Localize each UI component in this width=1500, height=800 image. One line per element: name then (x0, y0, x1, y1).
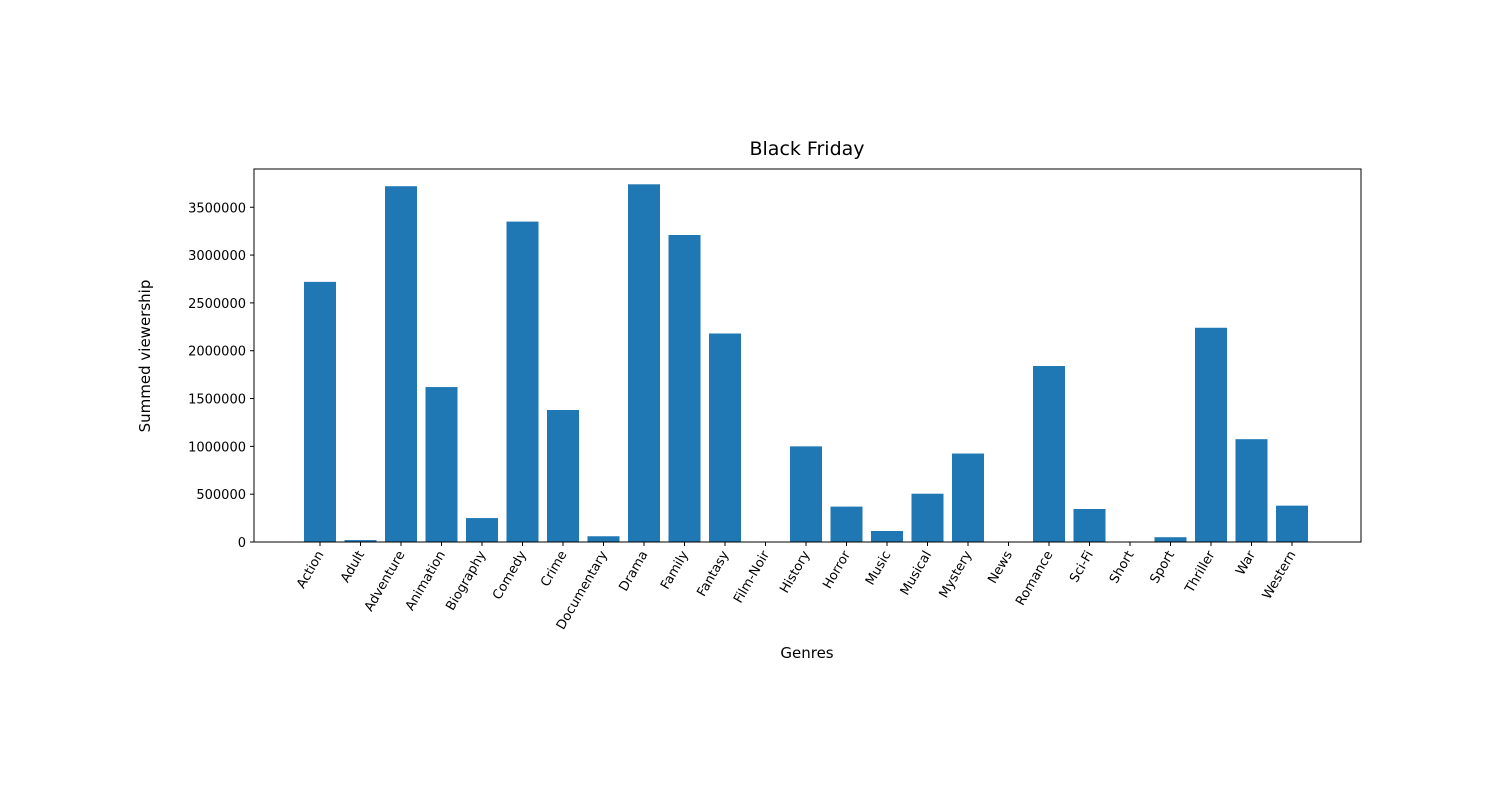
bar-action (304, 281, 336, 542)
x-tick-label: History (777, 548, 813, 596)
x-tick-label: Comedy (490, 548, 530, 602)
x-tick-label: Sport (1148, 549, 1178, 587)
y-tick-label: 2500000 (188, 297, 246, 312)
x-tick-label: Sci-Fi (1067, 549, 1097, 586)
x-tick-label: Thriller (1182, 548, 1219, 597)
x-tick-label: Music (863, 549, 894, 589)
bar-family (668, 234, 701, 542)
x-tick-label: Film-Noir (731, 548, 773, 606)
x-tick-label: Musical (898, 549, 935, 599)
x-tick-label: Family (658, 548, 692, 592)
bar-history (790, 446, 822, 542)
bar-documentary (587, 536, 620, 542)
x-tick-label: Horror (820, 548, 854, 592)
y-tick-label: 1500000 (188, 393, 246, 408)
y-tick-label: 3500000 (188, 201, 246, 216)
chart-title: Black Friday (749, 138, 864, 160)
x-tick-label: Romance (1013, 549, 1056, 609)
bar-musical (911, 493, 944, 542)
x-tick-label: Biography (443, 548, 489, 613)
bar-comedy (506, 221, 539, 542)
x-tick-label: Fantasy (694, 548, 732, 599)
x-tick-label: Mystery (937, 548, 976, 601)
y-axis: 0 500000 1000000 1500000 2000000 2500000 30000… (188, 201, 254, 551)
plot-frame (253, 168, 1362, 543)
bar-mystery (952, 453, 984, 542)
bar-fantasy (709, 333, 741, 542)
y-axis-label: Summed viewership (136, 280, 154, 433)
x-tick-label: Crime (538, 549, 570, 590)
x-tick-label: Adventure (362, 549, 409, 615)
bar-animation (425, 387, 458, 542)
x-tick-label: Action (294, 549, 327, 592)
bar-sport (1154, 537, 1187, 542)
bar-crime (547, 410, 579, 542)
x-tick-label: Adult (338, 549, 368, 586)
y-tick-label: 3000000 (188, 249, 246, 264)
y-tick-label: 0 (238, 536, 246, 551)
bar-drama (628, 184, 660, 543)
bar-sci-fi (1073, 509, 1106, 542)
bar-thriller (1195, 327, 1227, 542)
bars (304, 184, 1308, 543)
bar-horror (830, 506, 863, 542)
x-tick-label: Short (1107, 549, 1137, 587)
bar-war (1235, 439, 1268, 542)
bar-adult (344, 540, 377, 542)
bar-adventure (385, 186, 417, 542)
y-tick-label: 500000 (196, 488, 246, 503)
bar-western (1276, 505, 1308, 542)
bar-biography (466, 518, 498, 542)
x-tick-label: Animation (403, 549, 449, 614)
x-tick-label: War (1233, 548, 1259, 578)
y-tick-label: 1000000 (188, 440, 246, 455)
bar-music (871, 531, 903, 542)
x-tick-label: Drama (616, 549, 651, 595)
x-tick-label: News (985, 548, 1016, 586)
bar-romance (1033, 366, 1065, 542)
x-axis-label: Genres (780, 644, 833, 662)
y-tick-label: 2000000 (188, 345, 246, 360)
x-tick-label: Western (1260, 549, 1300, 603)
